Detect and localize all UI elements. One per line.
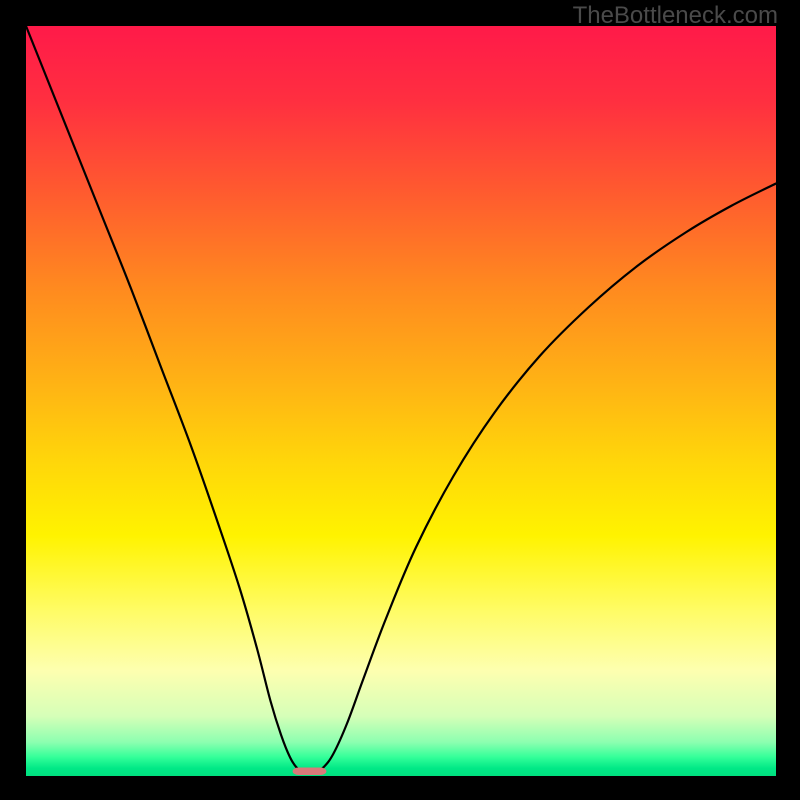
bottleneck-chart — [26, 26, 776, 776]
bottleneck-curve-layer — [26, 26, 776, 776]
watermark-text: TheBottleneck.com — [573, 2, 778, 30]
bottleneck-notch — [293, 768, 327, 776]
bottleneck-curve — [26, 26, 776, 774]
